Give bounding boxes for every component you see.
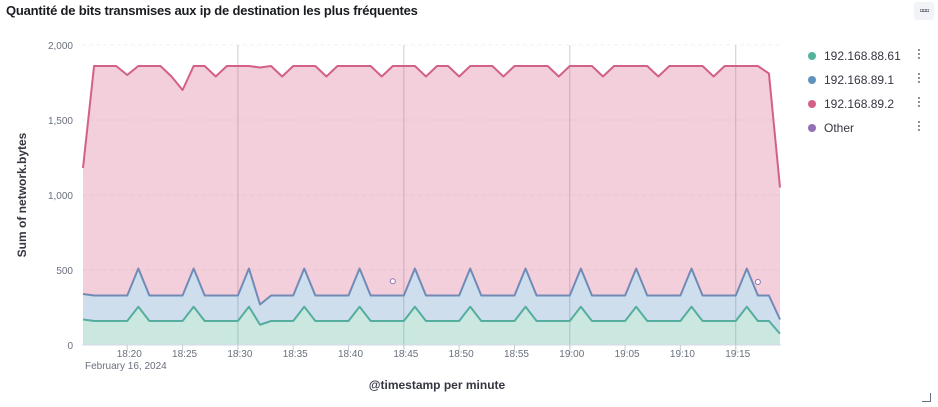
legend-item[interactable]: Other <box>806 116 932 140</box>
legend-item-menu-icon[interactable] <box>916 97 922 107</box>
legend-item-menu-icon[interactable] <box>916 73 922 83</box>
x-tick-label: 19:15 <box>725 349 750 360</box>
legend-color-dot <box>808 124 816 132</box>
x-axis-title: @timestamp per minute <box>369 378 506 392</box>
area-192-168-89-1 <box>83 268 780 334</box>
panel-title: Quantité de bits transmises aux ip de de… <box>6 3 418 18</box>
x-tick-label: 18:50 <box>449 349 474 360</box>
ellipsis-icon: ▫▫▫ <box>919 4 930 17</box>
legend: 192.168.88.61 192.168.89.1 192.168.89.2 Oth… <box>806 44 932 140</box>
legend-item-menu-icon[interactable] <box>916 121 922 131</box>
y-tick-label: 500 <box>56 266 73 277</box>
line-192-168-89-1 <box>82 267 781 320</box>
x-tick-label: 18:55 <box>504 349 529 360</box>
legend-color-dot <box>808 100 816 108</box>
legend-label: 192.168.88.61 <box>824 49 901 63</box>
x-tick-label: 18:20 <box>117 349 142 360</box>
area-192-168-88-61 <box>83 66 780 320</box>
legend-item[interactable]: 192.168.89.2 <box>806 92 932 116</box>
x-tick-label: 19:00 <box>559 349 584 360</box>
y-axis-title: Sum of network.bytes <box>15 132 29 257</box>
x-tick-label: 18:40 <box>338 349 363 360</box>
x-tick-label: 18:45 <box>393 349 418 360</box>
x-tick-label: 18:35 <box>283 349 308 360</box>
legend-label: Other <box>824 121 855 135</box>
y-tick-label: 2,000 <box>48 41 73 52</box>
legend-item[interactable]: 192.168.88.61 <box>806 44 932 68</box>
resize-handle-icon[interactable] <box>922 393 931 402</box>
legend-label: 192.168.89.1 <box>824 73 895 87</box>
x-tick-label: 18:30 <box>227 349 252 360</box>
other-point <box>389 278 396 285</box>
legend-label: 192.168.89.2 <box>824 97 895 111</box>
y-tick-label: 0 <box>67 341 73 352</box>
legend-item[interactable]: 192.168.89.1 <box>806 68 932 92</box>
legend-item-menu-icon[interactable] <box>916 49 922 59</box>
x-tick-label: 19:05 <box>615 349 640 360</box>
x-date-label: February 16, 2024 <box>85 361 167 372</box>
legend-color-dot <box>808 52 816 60</box>
legend-color-dot <box>808 76 816 84</box>
y-tick-label: 1,500 <box>48 116 73 127</box>
other-point <box>754 279 761 285</box>
y-tick-label: 1,000 <box>48 191 73 202</box>
x-tick-label: 18:25 <box>172 349 197 360</box>
x-tick-label: 19:10 <box>670 349 695 360</box>
panel-options-button[interactable]: ▫▫▫ <box>914 2 934 20</box>
area-192-168-89-2 <box>83 306 780 345</box>
line-192-168-89-2 <box>82 305 781 335</box>
line-192-168-88-61 <box>82 65 781 188</box>
